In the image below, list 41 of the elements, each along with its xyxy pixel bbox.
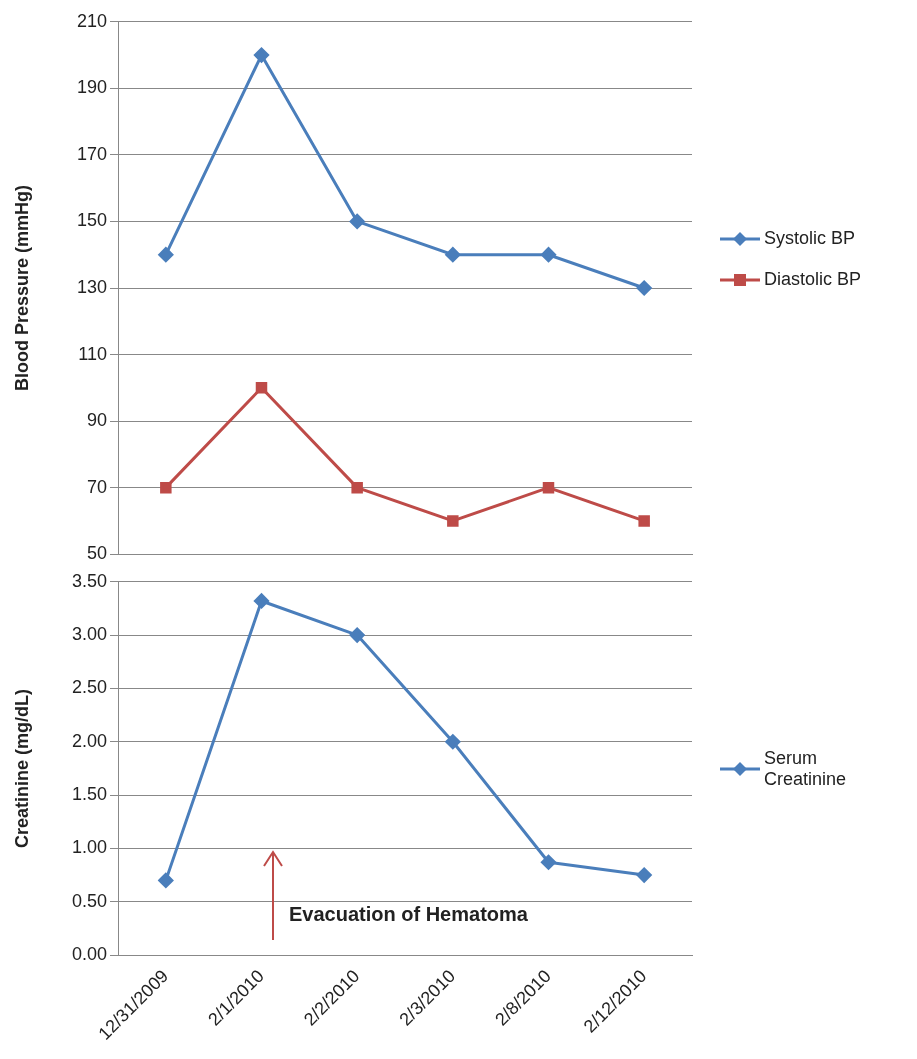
y-tick-label: 0.00 — [71, 943, 107, 964]
y-axis-title: Blood Pressure (mmHg) — [11, 184, 32, 392]
point — [445, 734, 461, 750]
y-tick-label: 2.00 — [71, 730, 107, 751]
annotation: Evacuation of Hematoma — [288, 903, 528, 927]
point — [636, 867, 652, 883]
point — [447, 515, 459, 527]
legend-label: Diastolic BP — [764, 269, 862, 290]
point — [541, 854, 556, 870]
legend-label: Systolic BP — [764, 228, 856, 249]
point — [254, 593, 269, 609]
y-tick-label: 70 — [86, 476, 107, 497]
point — [254, 47, 269, 63]
y-tick-label: 50 — [86, 543, 107, 564]
y-tick-label: 210 — [76, 10, 107, 31]
y-tick-label: 90 — [86, 410, 107, 431]
point — [445, 247, 461, 263]
y-tick-label: 130 — [76, 276, 107, 297]
point — [351, 481, 363, 494]
point — [160, 481, 172, 494]
point — [638, 515, 650, 527]
point — [255, 382, 268, 394]
y-axis-title: Creatinine (mg/dL) — [11, 688, 32, 848]
legend-label: Serum Creatinine — [764, 748, 848, 790]
y-tick-label: 1.50 — [71, 784, 107, 805]
point — [158, 247, 174, 263]
y-tick-label: 170 — [76, 143, 107, 164]
point — [541, 247, 556, 263]
point — [636, 280, 652, 296]
point — [349, 213, 365, 229]
y-tick-label: 1.00 — [71, 837, 107, 858]
y-tick-label: 150 — [76, 210, 107, 231]
y-tick-label: 190 — [76, 77, 107, 98]
y-tick-label: 2.50 — [71, 677, 107, 698]
y-tick-label: 3.00 — [71, 624, 107, 645]
y-tick-label: 110 — [78, 343, 107, 364]
y-tick-label: 0.50 — [71, 890, 107, 911]
point — [542, 481, 555, 494]
point — [158, 872, 174, 888]
y-tick-label: 3.50 — [71, 570, 107, 591]
point — [349, 627, 365, 643]
